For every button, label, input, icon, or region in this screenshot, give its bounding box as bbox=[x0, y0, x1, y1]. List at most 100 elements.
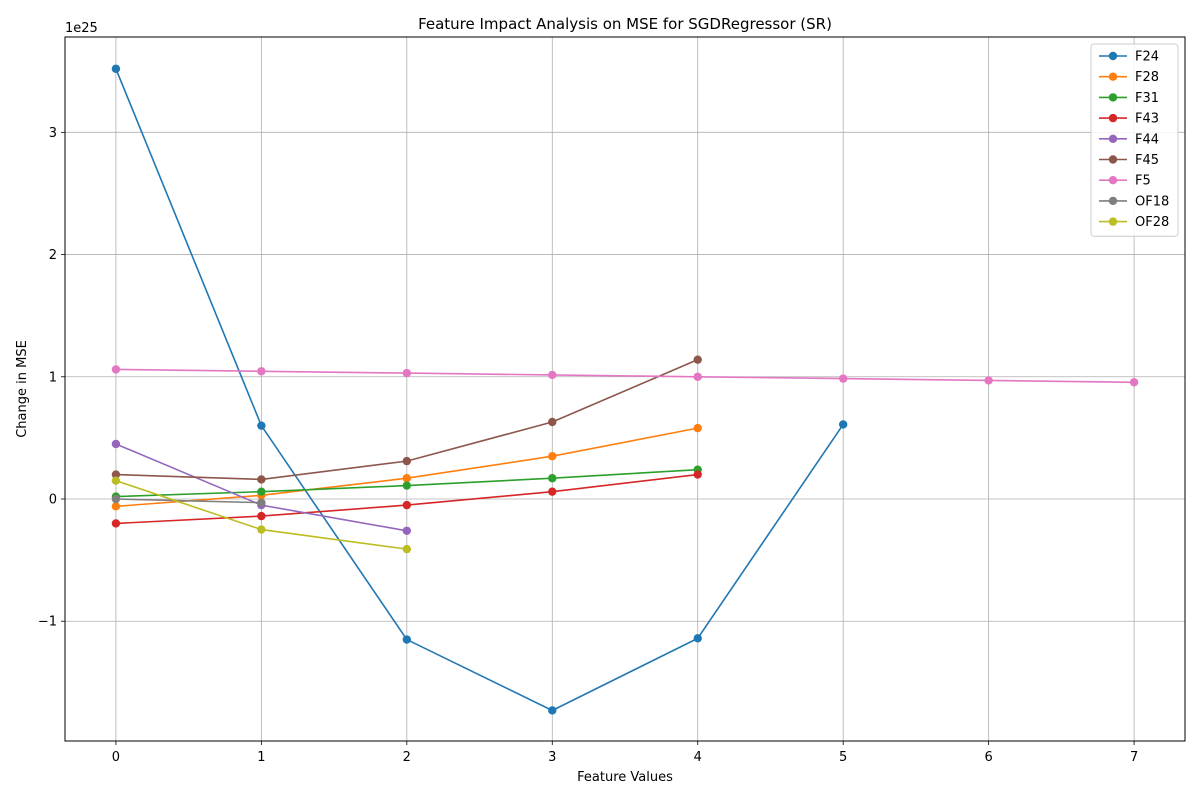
legend-swatch-marker bbox=[1108, 196, 1118, 206]
legend-label: F24 bbox=[1135, 50, 1159, 65]
x-tick-label: 2 bbox=[403, 750, 411, 765]
x-tick-label: 6 bbox=[984, 750, 992, 765]
legend-label: F5 bbox=[1135, 174, 1151, 189]
data-point bbox=[257, 525, 266, 534]
legend-item-of18: OF18 bbox=[1099, 194, 1169, 209]
data-point bbox=[402, 481, 412, 490]
data-point bbox=[548, 706, 557, 715]
data-point bbox=[693, 372, 702, 381]
x-tick-label: 3 bbox=[548, 750, 556, 765]
data-point bbox=[548, 452, 557, 461]
series-f28 bbox=[111, 423, 702, 511]
data-point bbox=[257, 367, 266, 376]
legend-box bbox=[1090, 43, 1179, 237]
data-point bbox=[402, 635, 412, 644]
legend-swatch-marker bbox=[1108, 72, 1118, 81]
series-f24 bbox=[111, 64, 848, 715]
data-point bbox=[693, 634, 702, 643]
data-point bbox=[838, 374, 848, 383]
y-tick-label: 3 bbox=[49, 126, 57, 141]
data-point bbox=[984, 376, 993, 385]
data-point bbox=[693, 470, 702, 479]
y-axis-label: Change in MSE bbox=[15, 340, 30, 438]
legend-label: F43 bbox=[1135, 112, 1159, 127]
series-of18 bbox=[111, 494, 266, 507]
data-point bbox=[257, 498, 266, 507]
data-point bbox=[548, 487, 557, 496]
y-tick-label: −1 bbox=[38, 615, 57, 630]
data-point bbox=[402, 526, 412, 535]
ticks: 0 1 2 3 4 5 6 7 −1 0 1 2 3 bbox=[38, 126, 1138, 765]
legend-label: OF18 bbox=[1135, 194, 1169, 209]
data-point bbox=[111, 470, 121, 479]
data-point bbox=[838, 420, 848, 429]
legend-swatch-marker bbox=[1108, 176, 1118, 185]
data-point bbox=[402, 500, 412, 510]
legend-item-of28: OF28 bbox=[1099, 215, 1169, 230]
data-point bbox=[548, 370, 557, 380]
chart-title: Feature Impact Analysis on MSE for SGDRe… bbox=[418, 15, 832, 33]
data-point bbox=[693, 355, 702, 364]
series-layer bbox=[111, 64, 1139, 715]
series-f5 bbox=[111, 365, 1139, 387]
data-point bbox=[693, 423, 702, 433]
data-point bbox=[111, 502, 121, 511]
y-offset-label: 1e25 bbox=[65, 21, 98, 36]
data-point bbox=[548, 417, 557, 427]
y-tick-label: 2 bbox=[49, 248, 57, 263]
legend-item-f45: F45 bbox=[1099, 153, 1159, 168]
data-point bbox=[402, 544, 412, 554]
data-point bbox=[257, 487, 266, 496]
series-f45 bbox=[111, 355, 702, 484]
legend-swatch-marker bbox=[1108, 93, 1118, 102]
x-axis-label: Feature Values bbox=[577, 770, 673, 785]
series-line bbox=[115, 368, 1135, 384]
data-point bbox=[548, 474, 557, 483]
data-point bbox=[402, 474, 412, 483]
series-f43 bbox=[111, 470, 702, 528]
data-point bbox=[257, 421, 266, 430]
data-point bbox=[402, 456, 412, 466]
x-tick-label: 0 bbox=[112, 750, 120, 765]
data-point bbox=[111, 365, 121, 374]
legend: F24 F28 F31 F43 F44 F45 F5 OF18 OF28 bbox=[1090, 43, 1179, 237]
data-point bbox=[111, 494, 121, 504]
legend-item-f43: F43 bbox=[1099, 112, 1159, 127]
series-of28 bbox=[111, 476, 412, 554]
legend-swatch-marker bbox=[1108, 51, 1118, 61]
x-tick-label: 1 bbox=[257, 750, 265, 765]
data-point bbox=[111, 439, 121, 449]
y-tick-label: 0 bbox=[49, 493, 57, 508]
legend-item-f31: F31 bbox=[1099, 91, 1159, 106]
data-point bbox=[257, 511, 266, 521]
x-tick-label: 5 bbox=[839, 750, 847, 765]
grid bbox=[65, 37, 1185, 741]
data-point bbox=[402, 368, 412, 378]
legend-swatch-marker bbox=[1108, 155, 1118, 164]
legend-label: F45 bbox=[1135, 153, 1159, 168]
data-point bbox=[257, 475, 266, 484]
plot-frame bbox=[64, 36, 1186, 742]
y-tick-label: 1 bbox=[49, 370, 57, 385]
series-line bbox=[115, 498, 262, 504]
legend-item-f44: F44 bbox=[1099, 132, 1159, 147]
legend-label: F44 bbox=[1135, 132, 1159, 147]
series-f31 bbox=[111, 465, 702, 501]
legend-item-f28: F28 bbox=[1099, 70, 1159, 85]
data-point bbox=[111, 64, 121, 73]
series-line bbox=[115, 68, 844, 712]
data-point bbox=[1129, 378, 1139, 387]
x-tick-label: 7 bbox=[1130, 750, 1138, 765]
legend-item-f24: F24 bbox=[1099, 50, 1159, 65]
legend-swatch-marker bbox=[1108, 113, 1118, 123]
legend-swatch-marker bbox=[1108, 217, 1118, 226]
legend-label: F28 bbox=[1135, 70, 1159, 85]
data-point bbox=[111, 519, 121, 528]
legend-swatch-marker bbox=[1108, 134, 1118, 143]
legend-label: F31 bbox=[1135, 91, 1159, 106]
x-tick-label: 4 bbox=[694, 750, 702, 765]
legend-label: OF28 bbox=[1135, 215, 1169, 230]
legend-item-f5: F5 bbox=[1099, 174, 1151, 189]
